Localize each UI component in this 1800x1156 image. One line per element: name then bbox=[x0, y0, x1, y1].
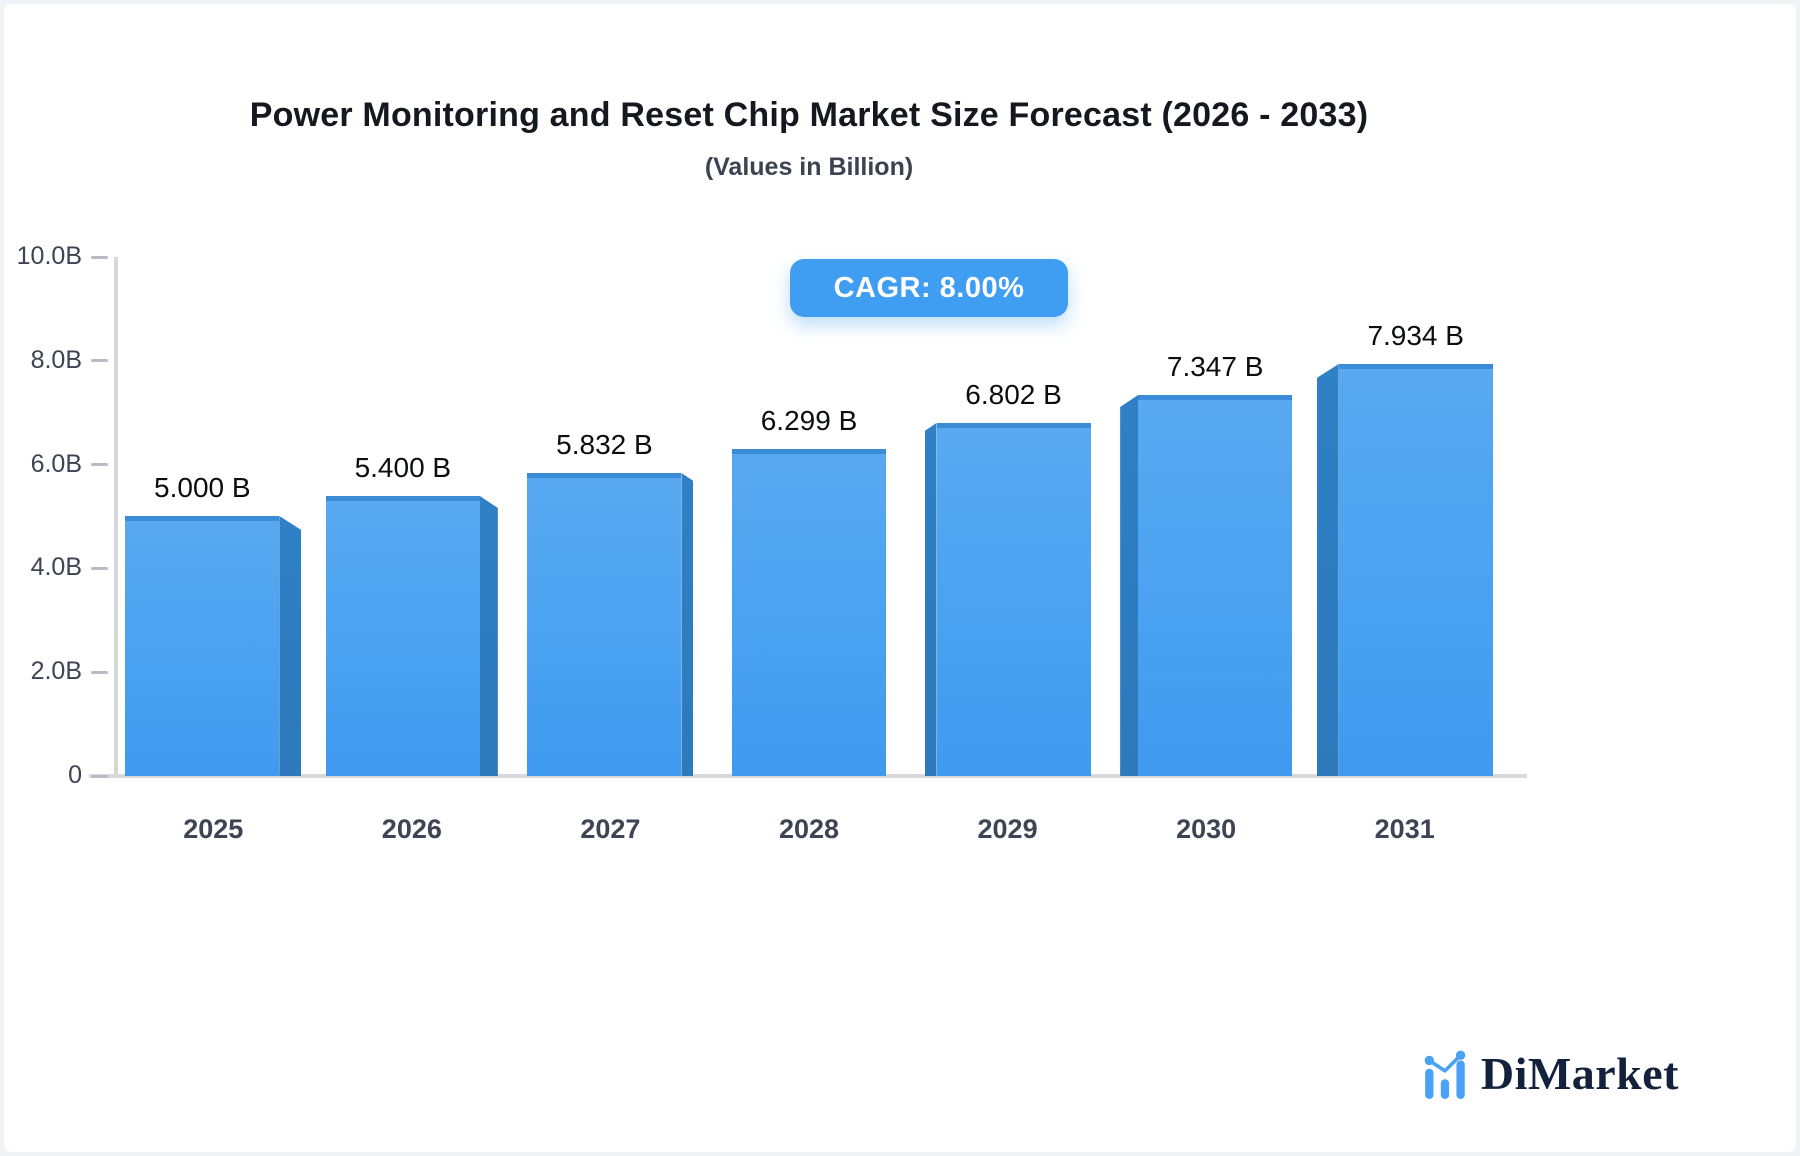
bar-top-edge bbox=[125, 516, 280, 521]
bar-2030[interactable] bbox=[1120, 383, 1293, 776]
bar-front-face bbox=[527, 473, 682, 776]
y-axis-tick-mark bbox=[91, 255, 108, 259]
bar-2025[interactable] bbox=[125, 502, 302, 776]
bar-front-face bbox=[325, 496, 480, 776]
logo-text: DiMarket bbox=[1480, 1048, 1679, 1099]
chart-subtitle: (Values in Billion) bbox=[704, 153, 914, 181]
y-axis-tick-mark bbox=[91, 670, 108, 674]
x-axis-label-2028: 2028 bbox=[778, 814, 840, 844]
bar-value-label-2031: 7.934 B bbox=[1367, 320, 1464, 351]
x-axis-label-2029: 2029 bbox=[977, 814, 1038, 844]
chart-card: Power Monitoring and Reset Chip Market S… bbox=[4, 4, 1796, 1152]
x-axis-label-2027: 2027 bbox=[580, 814, 641, 844]
bar-front-face bbox=[732, 449, 886, 776]
bar-2028[interactable] bbox=[732, 449, 886, 776]
bar-2029[interactable] bbox=[924, 415, 1091, 776]
bar-2026[interactable] bbox=[325, 484, 498, 776]
bar-top-edge bbox=[325, 496, 480, 501]
bar-value-label-2025: 5.000 B bbox=[154, 472, 251, 503]
bar-value-label-2029: 6.802 B bbox=[965, 379, 1062, 410]
bar-chart-plot: 10.0B 8.0B 6.0B 4.0B 2.0B 0 5.000 B 5.400 B 5.8… bbox=[4, 4, 1796, 1152]
x-axis-label-2026: 2026 bbox=[381, 814, 442, 844]
bar-front-face bbox=[936, 423, 1091, 776]
bar-top-edge bbox=[1338, 364, 1493, 369]
y-axis-tick-label: 0 bbox=[68, 761, 82, 789]
bar-top-edge bbox=[936, 423, 1091, 428]
y-axis-tick-label: 2.0B bbox=[30, 657, 82, 686]
bar-top-edge bbox=[1138, 395, 1293, 400]
bar-top-edge bbox=[527, 473, 682, 478]
y-axis-line bbox=[114, 257, 118, 778]
bar-2031[interactable] bbox=[1316, 350, 1493, 776]
bar-side-face bbox=[279, 516, 302, 776]
mini-bar-chart-icon bbox=[1424, 1050, 1466, 1099]
y-axis-tick-label: 6.0B bbox=[30, 449, 82, 478]
y-axis-tick-label: 8.0B bbox=[30, 345, 82, 374]
bar-front-face bbox=[1138, 395, 1293, 776]
y-axis-tick-mark bbox=[91, 359, 108, 363]
x-axis-baseline bbox=[89, 774, 1527, 778]
bar-value-label-2026: 5.400 B bbox=[354, 452, 452, 483]
bar-side-face bbox=[1120, 395, 1139, 776]
bar-side-face bbox=[1316, 364, 1339, 776]
y-axis-tick-label: 4.0B bbox=[30, 553, 82, 582]
bar-front-face bbox=[1338, 364, 1493, 776]
y-axis-tick-mark bbox=[91, 774, 108, 778]
x-axis-label-2025: 2025 bbox=[183, 814, 244, 844]
bar-side-face bbox=[924, 423, 937, 776]
title-block: Power Monitoring and Reset Chip Market S… bbox=[4, 96, 1614, 182]
dimarket-logo: DiMarket bbox=[1423, 1047, 1679, 1100]
y-axis-tick-mark bbox=[91, 566, 108, 570]
y-axis-tick-mark bbox=[91, 463, 108, 467]
bar-value-label-2030: 7.347 B bbox=[1166, 351, 1264, 382]
chart-title: Power Monitoring and Reset Chip Market S… bbox=[249, 96, 1369, 134]
x-axis-label-2030: 2030 bbox=[1176, 814, 1237, 844]
x-axis-label-2031: 2031 bbox=[1374, 814, 1435, 844]
bar-2027[interactable] bbox=[527, 465, 694, 776]
bar-top-edge bbox=[732, 449, 886, 454]
bar-value-label-2028: 6.299 B bbox=[760, 405, 858, 436]
y-axis-tick-label: 10.0B bbox=[16, 242, 82, 270]
cagr-badge: CAGR: 8.00% bbox=[790, 259, 1068, 317]
bar-side-face bbox=[681, 473, 694, 776]
bar-front-face bbox=[125, 516, 280, 776]
bar-value-label-2027: 5.832 B bbox=[556, 429, 653, 460]
bar-side-face bbox=[479, 496, 498, 776]
